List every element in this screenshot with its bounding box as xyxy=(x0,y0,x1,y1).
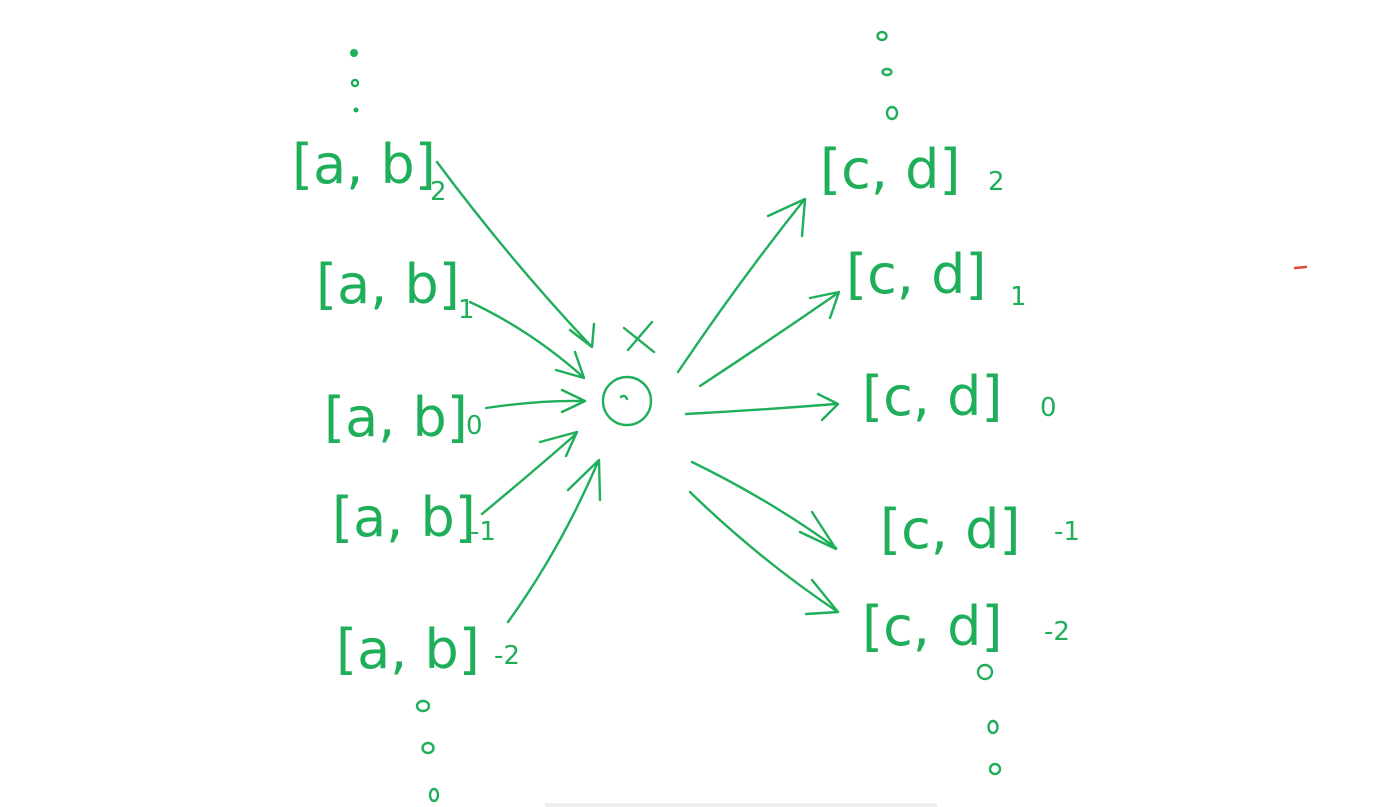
ellipsis-dot xyxy=(885,105,899,121)
ellipsis-dot xyxy=(428,787,440,803)
output-interval-text: [c, d] xyxy=(880,498,1020,561)
output-index-text: 2 xyxy=(988,167,1005,197)
input-index-text: -1 xyxy=(470,517,496,547)
input-interval-text: [a, b] xyxy=(332,486,476,549)
operator-circle xyxy=(601,375,653,427)
arrow-to-output-minus-2 xyxy=(688,490,840,616)
input-index-text: 0 xyxy=(466,411,483,441)
arrow-to-output-0 xyxy=(684,392,840,422)
output-index-text: 1 xyxy=(1010,282,1027,312)
arrowhead-icon xyxy=(560,388,587,414)
arrowhead-icon xyxy=(804,578,840,616)
arrowhead-icon xyxy=(554,350,586,380)
ellipsis-top-right xyxy=(876,30,899,121)
multiplication-mark-icon xyxy=(622,320,656,354)
stray-red-mark xyxy=(1293,265,1308,270)
ellipsis-top-left xyxy=(350,49,360,113)
output-interval-text: [c, d] xyxy=(862,595,1002,658)
arrow-from-input-2 xyxy=(435,160,596,349)
ellipsis-dot xyxy=(987,719,999,735)
arrow-from-input-minus-2 xyxy=(506,458,602,624)
input-index-text: -2 xyxy=(494,641,520,671)
arrowhead-icon xyxy=(566,458,602,502)
input-interval-text: [a, b] xyxy=(316,253,460,316)
input-interval-text: [a, b] xyxy=(324,386,468,449)
input-label-minus-2: [a, b] -2 xyxy=(336,618,520,681)
input-arrows xyxy=(435,160,602,624)
arrowhead-icon xyxy=(766,197,807,238)
output-interval-text: [c, d] xyxy=(846,243,986,306)
ellipsis-dot xyxy=(421,741,435,755)
ellipsis-dot xyxy=(881,67,893,77)
arrow-from-input-minus-1 xyxy=(480,430,579,516)
arrowhead-icon xyxy=(816,392,840,422)
ellipsis-dot xyxy=(350,78,360,88)
ellipsis-bottom-left xyxy=(415,699,440,803)
output-label-minus-2: [c, d] -2 xyxy=(862,595,1070,658)
output-label-2: [c, d] 2 xyxy=(820,138,1005,201)
output-interval-text: [c, d] xyxy=(820,138,960,201)
arrowhead-icon xyxy=(538,430,579,458)
ellipsis-dot xyxy=(353,107,359,113)
ellipsis-dot xyxy=(415,699,431,713)
output-arrows xyxy=(676,197,841,616)
input-label-minus-1: [a, b] -1 xyxy=(332,486,496,549)
output-index-text: -2 xyxy=(1044,617,1070,647)
input-label-0: [a, b] 0 xyxy=(324,386,483,449)
arrow-to-output-minus-1 xyxy=(690,460,838,551)
arrow-from-input-1 xyxy=(468,300,586,380)
arrow-from-input-0 xyxy=(484,388,587,414)
input-label-2: [a, b] 2 xyxy=(292,133,447,207)
center-operator xyxy=(601,320,656,427)
arrowhead-icon xyxy=(798,510,838,551)
ellipsis-dot xyxy=(876,30,888,42)
arrow-to-output-2 xyxy=(676,197,807,374)
ellipsis-dot xyxy=(988,762,1002,776)
operator-center-mark xyxy=(619,394,629,401)
output-label-0: [c, d] 0 xyxy=(862,365,1057,428)
bottom-scroll-bar xyxy=(545,803,937,807)
input-index-text: 1 xyxy=(458,295,475,325)
arrowhead-icon xyxy=(808,290,841,320)
output-index-text: 0 xyxy=(1040,393,1057,423)
output-label-1: [c, d] 1 xyxy=(846,243,1027,312)
input-interval-text: [a, b] xyxy=(336,618,480,681)
arrow-to-output-1 xyxy=(698,290,841,388)
input-index-text: 2 xyxy=(430,177,447,207)
output-index-text: -1 xyxy=(1054,517,1080,547)
arrowhead-icon xyxy=(568,322,596,349)
ellipsis-dot xyxy=(350,49,358,57)
ellipsis-dot xyxy=(976,663,994,681)
input-interval-text: [a, b] xyxy=(292,133,436,196)
ellipsis-bottom-right xyxy=(976,663,1002,776)
input-label-1: [a, b] 1 xyxy=(316,253,475,325)
output-label-minus-1: [c, d] -1 xyxy=(880,498,1080,561)
output-interval-text: [c, d] xyxy=(862,365,1002,428)
